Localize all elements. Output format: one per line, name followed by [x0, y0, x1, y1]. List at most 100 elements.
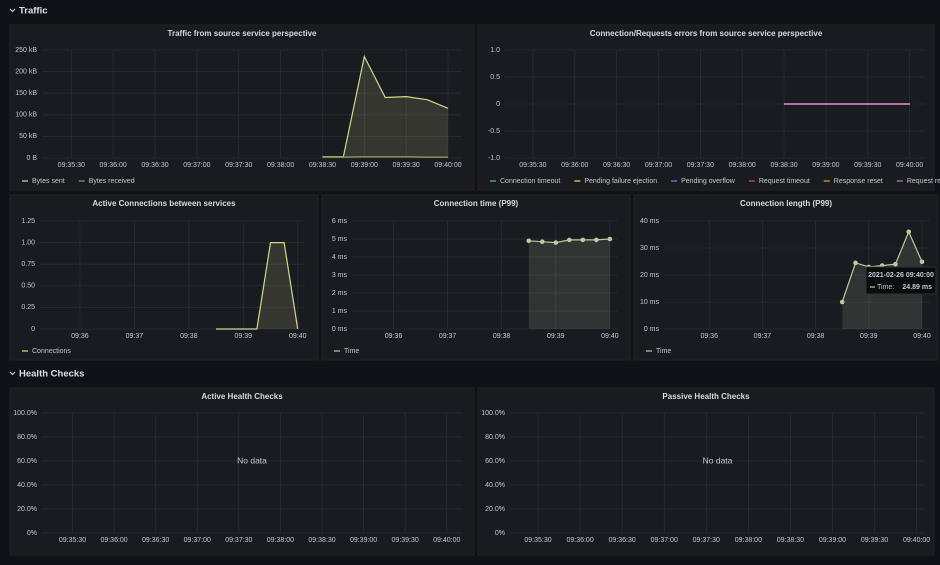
x-tick-label: 09:37: [126, 333, 144, 340]
row-title[interactable]: Traffic: [19, 6, 48, 17]
x-tick-label: 09:37:30: [693, 537, 720, 544]
series-line: [216, 242, 299, 330]
x-tick-label: 09:39:30: [854, 162, 881, 169]
y-tick-label: -1.0: [488, 155, 500, 162]
data-point: [580, 237, 586, 243]
y-tick-label: 0%: [495, 530, 505, 537]
x-tick-label: 09:38:30: [308, 537, 335, 544]
x-tick-label: 09:36:00: [100, 162, 127, 169]
tooltip-label: Time:: [877, 284, 894, 291]
x-tick-label: 09:37:00: [183, 162, 210, 169]
x-tick-label: 09:39: [235, 333, 253, 340]
data-point: [893, 261, 898, 267]
y-tick-label: 150 kB: [15, 90, 37, 97]
x-tick-label: 09:40:00: [433, 537, 460, 544]
y-tick-label: 20.0%: [485, 506, 505, 513]
y-tick-label: 20 ms: [640, 272, 660, 279]
data-point: [539, 239, 545, 244]
panel-title: Connection time (P99): [434, 199, 519, 208]
data-point: [526, 238, 532, 244]
data-point: [853, 260, 858, 266]
x-tick-label: 09:37:30: [687, 162, 714, 169]
x-tick-label: 09:38:00: [267, 162, 294, 169]
y-tick-label: 80.0%: [17, 434, 37, 441]
panel-title: Passive Health Checks: [662, 392, 750, 401]
y-tick-label: 1.0: [490, 47, 500, 54]
x-tick-label: 09:35:30: [59, 537, 86, 544]
y-tick-label: 2 ms: [332, 290, 348, 297]
y-tick-label: 1.25: [21, 218, 35, 225]
x-tick-label: 09:40: [289, 333, 307, 340]
x-tick-label: 09:37:30: [225, 162, 252, 169]
y-tick-label: 200 kB: [15, 68, 37, 75]
tooltip-value: 24.89 ms: [902, 284, 932, 291]
data-point: [906, 229, 912, 235]
y-tick-label: 3 ms: [332, 272, 348, 279]
y-tick-label: 0 ms: [644, 326, 660, 333]
x-tick-label: 09:38: [807, 333, 825, 340]
x-tick-label: 09:38:30: [777, 537, 804, 544]
panel-title: Connection length (P99): [740, 199, 832, 208]
data-point: [553, 240, 559, 245]
data-point: [594, 237, 599, 243]
y-tick-label: 40.0%: [485, 482, 505, 489]
x-tick-label: 09:37: [754, 333, 772, 340]
x-tick-label: 09:35:30: [524, 537, 551, 544]
x-tick-label: 09:36:30: [603, 162, 630, 169]
y-tick-label: 10 ms: [640, 299, 660, 306]
x-tick-label: 09:36:30: [142, 537, 169, 544]
x-tick-label: 09:36: [700, 333, 718, 340]
x-tick-label: 09:40:00: [896, 162, 923, 169]
x-tick-label: 09:39:00: [351, 162, 378, 169]
x-tick-label: 09:40:00: [434, 162, 461, 169]
row-title[interactable]: Health Checks: [19, 369, 84, 380]
x-tick-label: 09:39:30: [861, 537, 888, 544]
x-tick-label: 09:36:30: [141, 162, 168, 169]
y-tick-label: 50 kB: [19, 133, 37, 140]
y-tick-label: 40.0%: [17, 482, 37, 489]
panel: [9, 387, 475, 556]
y-tick-label: 0.50: [21, 283, 35, 290]
panel: [9, 24, 475, 191]
panel: [477, 24, 935, 191]
y-tick-label: 100.0%: [481, 410, 505, 417]
legend-label: Time: [344, 348, 359, 355]
no-data: No data: [237, 455, 267, 465]
x-tick-label: 09:37:30: [225, 537, 252, 544]
series-area: [216, 242, 298, 329]
x-tick-label: 09:36: [71, 333, 89, 340]
panel-title: Connection/Requests errors from source s…: [590, 29, 823, 38]
x-tick-label: 09:37: [439, 333, 457, 340]
y-tick-label: 100.0%: [13, 410, 37, 417]
y-tick-label: 0 B: [26, 155, 37, 162]
legend-label: Time: [656, 348, 671, 355]
data-point: [839, 299, 845, 305]
y-tick-label: 30 ms: [640, 245, 660, 252]
y-tick-label: 60.0%: [17, 458, 37, 465]
tooltip-title: 2021-02-26 09:40:00: [868, 272, 934, 279]
y-tick-label: 20.0%: [17, 506, 37, 513]
x-tick-label: 09:40: [601, 333, 619, 340]
panel-title: Traffic from source service perspective: [168, 29, 318, 38]
panel-title: Active Connections between services: [92, 199, 236, 208]
row-chevron[interactable]: [9, 8, 16, 13]
x-tick-label: 09:38:00: [267, 537, 294, 544]
x-tick-label: 09:38:00: [735, 537, 762, 544]
row-chevron[interactable]: [9, 371, 16, 376]
data-point: [919, 259, 925, 265]
legend-label: Pending overflow: [681, 178, 736, 185]
y-tick-label: 0.5: [490, 74, 500, 81]
legend-label: Bytes sent: [32, 178, 65, 185]
x-tick-label: 09:38: [493, 333, 511, 340]
x-tick-label: 09:40:00: [903, 537, 930, 544]
y-tick-label: 4 ms: [332, 254, 348, 261]
x-tick-label: 09:37:00: [645, 162, 672, 169]
y-tick-label: 0: [31, 326, 35, 333]
legend-label: Pending failure ejection: [584, 178, 657, 185]
x-tick-label: 09:39: [547, 333, 565, 340]
x-tick-label: 09:38:30: [770, 162, 797, 169]
legend-label: Request reset: [907, 178, 940, 185]
legend-label: Connections: [32, 348, 71, 355]
x-tick-label: 09:36:00: [566, 537, 593, 544]
legend-label: Connection timeout: [500, 178, 560, 185]
